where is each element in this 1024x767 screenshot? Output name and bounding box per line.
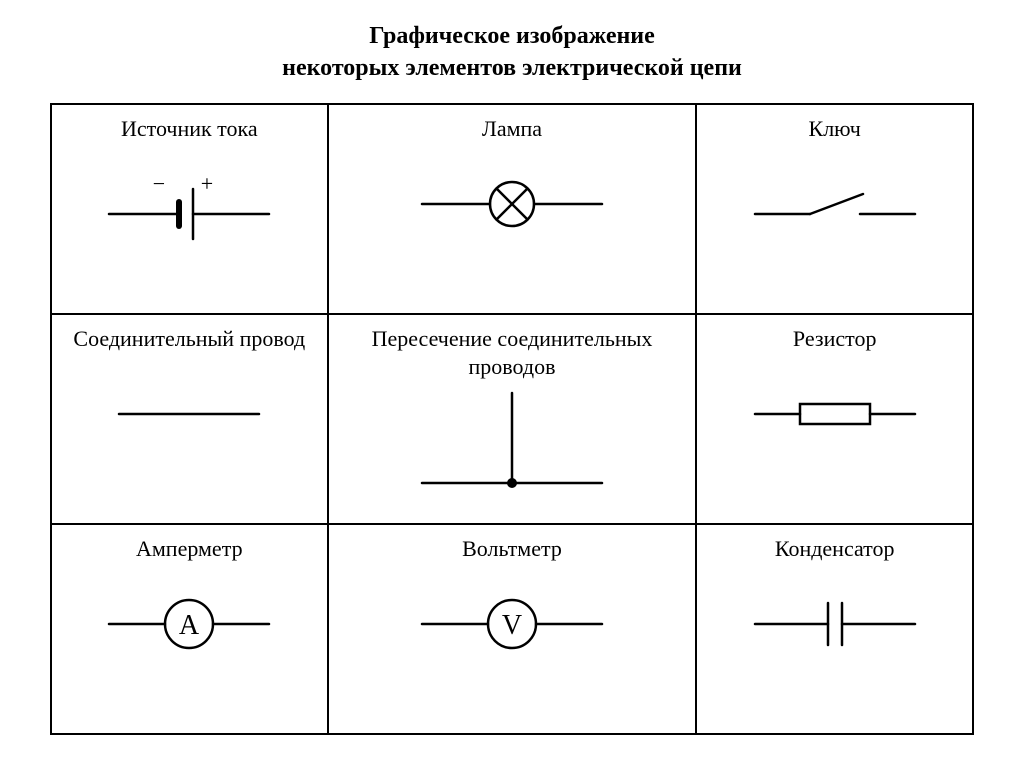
cell-label: Источник тока [60,115,319,144]
plus-sign: + [201,171,213,196]
symbol-voltmeter: V [337,569,688,679]
symbol-source: − + [60,149,319,259]
cell-label: Пересечение соеди­нительных проводов [337,325,688,382]
symbol-capacitor [705,569,964,679]
table-row: Соединительный провод Пересечение соеди­… [51,314,973,524]
symbol-lamp [337,149,688,259]
cell-label: Конденсатор [705,535,964,564]
title-line1: Графическое изображение [369,23,655,49]
symbols-table: Источник тока − + [50,103,974,735]
cell-label: Соединительный провод [60,325,319,354]
cell-label: Вольтметр [337,535,688,564]
cell-label: Амперметр [60,535,319,564]
page-container: Графическое изображение некоторых элемен… [0,0,1024,755]
symbol-switch [705,149,964,259]
cell-label: Резистор [705,325,964,354]
cell-label: Лампа [337,115,688,144]
cell-voltmeter: Вольтметр V [328,524,697,734]
cell-lamp: Лампа [328,104,697,314]
symbol-wire [60,359,319,469]
cell-resistor: Резистор [696,314,973,524]
symbol-ammeter: A [60,569,319,679]
table-row: Амперметр A Вольтметр [51,524,973,734]
cell-ammeter: Амперметр A [51,524,328,734]
minus-sign: − [153,171,165,196]
title-line2: некоторых элементов электрической цепи [282,55,742,81]
cell-source: Источник тока − + [51,104,328,314]
cell-capacitor: Конденсатор [696,524,973,734]
symbol-resistor [705,359,964,469]
voltmeter-letter: V [502,610,522,641]
cell-junction: Пересечение соеди­нительных проводов [328,314,697,524]
cell-wire: Соединительный провод [51,314,328,524]
cell-label: Ключ [705,115,964,144]
ammeter-letter: A [179,610,200,641]
table-row: Источник тока − + [51,104,973,314]
cell-switch: Ключ [696,104,973,314]
page-title: Графическое изображение некоторых элемен… [50,20,974,85]
symbol-junction [337,388,688,498]
